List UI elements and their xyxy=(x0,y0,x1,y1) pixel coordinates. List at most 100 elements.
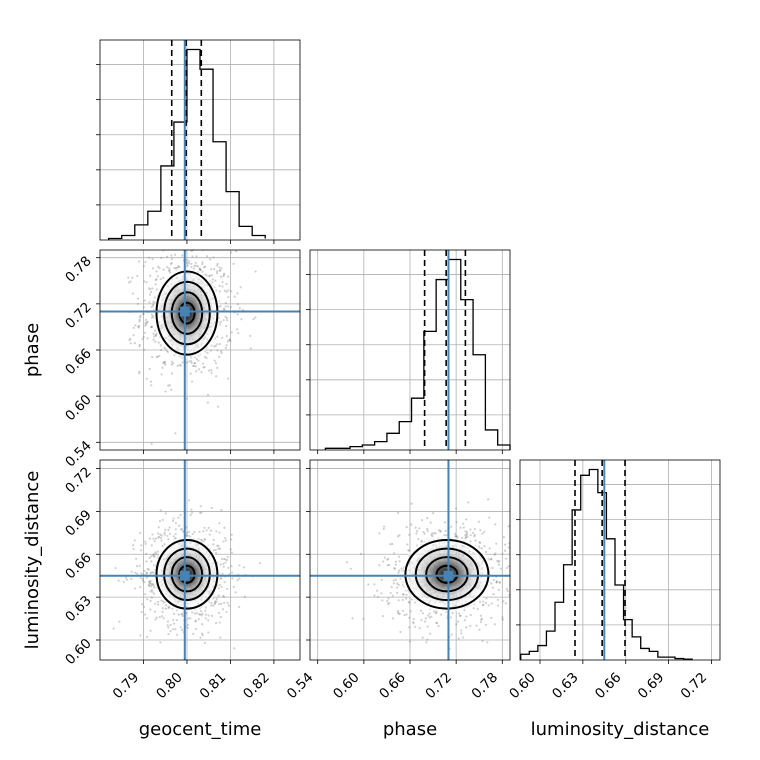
sample-point xyxy=(397,571,400,574)
sample-point xyxy=(459,614,462,617)
sample-point xyxy=(216,335,219,338)
sample-point xyxy=(198,267,201,270)
sample-point xyxy=(483,530,486,534)
sample-point xyxy=(232,585,235,589)
sample-point xyxy=(164,363,167,366)
sample-point xyxy=(479,618,483,621)
hist-step-phase xyxy=(324,258,511,450)
sample-point xyxy=(399,577,402,580)
sample-point xyxy=(206,401,209,404)
sample-point xyxy=(162,361,165,364)
sample-point xyxy=(177,613,180,616)
ytick-label-luminosity_distance-3: 0.69 xyxy=(62,507,95,540)
sample-point xyxy=(150,384,153,387)
panel-frame xyxy=(99,459,301,661)
sample-point xyxy=(179,626,182,629)
sample-point xyxy=(151,553,155,557)
sample-point xyxy=(373,594,376,597)
ylabel-luminosity_distance: luminosity_distance xyxy=(22,471,43,650)
sample-point xyxy=(409,610,412,613)
sample-point xyxy=(167,606,170,610)
sample-point xyxy=(460,536,464,540)
hist-panel-geocent_time xyxy=(96,39,301,244)
sample-point xyxy=(160,534,163,537)
sample-point xyxy=(159,641,162,644)
sample-point xyxy=(391,594,394,597)
sample-point xyxy=(147,287,151,290)
sample-point xyxy=(150,316,154,319)
sample-point xyxy=(376,589,379,592)
sample-point xyxy=(158,519,162,523)
sample-point xyxy=(142,264,146,268)
sample-point xyxy=(490,616,493,619)
sample-point xyxy=(490,557,493,560)
sample-point xyxy=(398,612,401,616)
sample-point xyxy=(522,592,524,594)
sample-point xyxy=(387,597,390,600)
sample-point xyxy=(150,544,153,547)
sample-point xyxy=(559,517,561,519)
sample-point xyxy=(216,343,219,346)
sample-point xyxy=(216,262,219,265)
sample-point xyxy=(174,432,177,435)
sample-point xyxy=(199,636,202,639)
sample-point xyxy=(463,619,467,622)
sample-point xyxy=(192,632,195,635)
sample-point xyxy=(173,622,176,625)
sample-point xyxy=(382,527,385,531)
sample-point xyxy=(149,608,152,611)
sample-point xyxy=(161,518,164,521)
sample-point xyxy=(171,519,175,523)
sample-point xyxy=(197,618,200,621)
sample-point xyxy=(216,405,220,408)
sample-point xyxy=(94,297,96,299)
sample-point xyxy=(230,331,233,334)
sample-point xyxy=(221,285,224,288)
sample-point xyxy=(210,268,213,271)
sample-point xyxy=(129,280,132,283)
sample-point xyxy=(212,256,215,259)
sample-point xyxy=(505,588,508,591)
sample-point xyxy=(201,612,204,615)
sample-point xyxy=(219,615,222,619)
sample-point xyxy=(505,566,509,570)
sample-point xyxy=(223,272,226,275)
sample-point xyxy=(147,568,150,571)
sample-point xyxy=(223,526,226,529)
sample-point xyxy=(167,528,170,532)
sample-point xyxy=(130,570,133,573)
sample-point xyxy=(220,557,224,561)
sample-point xyxy=(155,616,158,619)
sample-point xyxy=(153,555,156,558)
sample-point xyxy=(376,595,380,598)
sample-point xyxy=(132,544,135,547)
sample-point xyxy=(199,505,202,508)
sample-point xyxy=(156,355,159,358)
sample-point xyxy=(472,607,475,610)
sample-point xyxy=(150,571,153,574)
ytick-label-luminosity_distance-0: 0.60 xyxy=(62,636,95,669)
sample-point xyxy=(187,530,190,533)
sample-point xyxy=(186,264,189,267)
sample-point xyxy=(215,375,218,378)
sample-point xyxy=(178,265,181,269)
sample-point xyxy=(415,530,419,533)
sample-point xyxy=(494,552,497,555)
sample-point xyxy=(349,567,352,570)
xtick-label-phase-3: 0.72 xyxy=(422,670,455,703)
sample-point xyxy=(175,618,178,622)
sample-point xyxy=(141,579,144,582)
sample-point xyxy=(152,338,155,341)
sample-point xyxy=(169,623,172,627)
sample-point xyxy=(172,628,175,631)
sample-point xyxy=(401,598,404,602)
sample-point xyxy=(155,270,158,273)
sample-point xyxy=(154,602,157,605)
sample-point xyxy=(395,586,399,589)
sample-point xyxy=(495,581,498,584)
sample-point xyxy=(219,320,222,324)
sample-point xyxy=(222,557,226,561)
sample-point xyxy=(465,532,468,535)
sample-point xyxy=(180,528,183,531)
sample-point xyxy=(210,614,214,617)
